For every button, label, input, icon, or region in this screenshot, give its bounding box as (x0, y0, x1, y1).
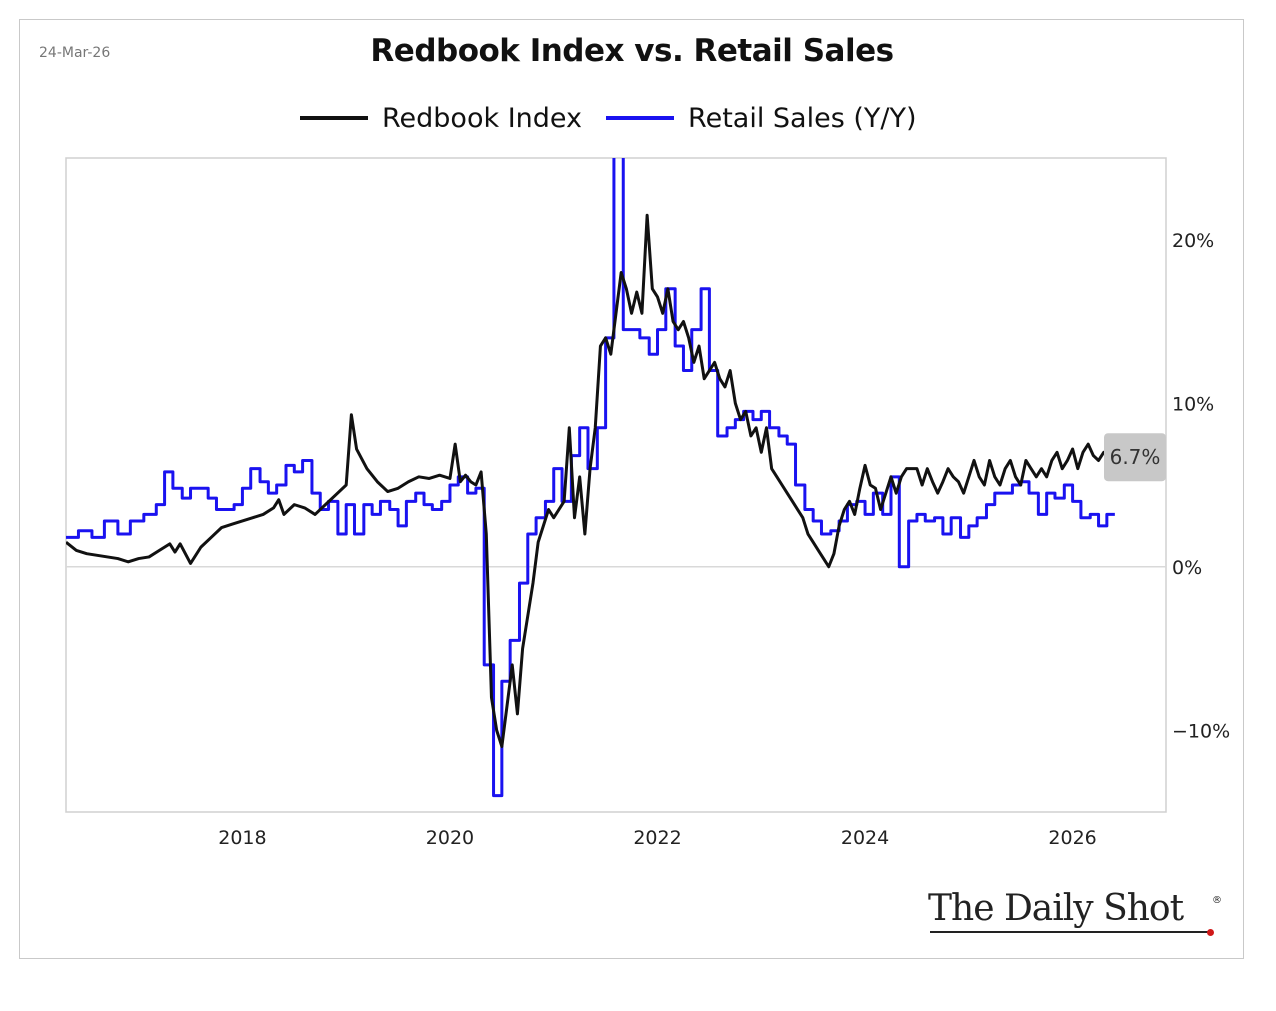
y-tick-label: 20% (1172, 230, 1214, 252)
series-retail-line (66, 158, 1115, 798)
legend-item-redbook: Redbook Index (300, 103, 582, 134)
date-label: 24-Mar-26 (39, 45, 111, 61)
x-tick-label: 2018 (218, 827, 266, 849)
logo-underline (930, 931, 1212, 933)
legend-swatch-redbook (300, 116, 368, 120)
chart-frame (19, 19, 1244, 959)
logo-dot (1207, 929, 1214, 936)
x-tick-label: 2020 (426, 827, 474, 849)
legend-item-retail: Retail Sales (Y/Y) (606, 102, 917, 134)
last-value-badge (1104, 433, 1166, 482)
series-redbook-line (66, 213, 1110, 749)
logo-text: The Daily Shot (928, 888, 1184, 929)
y-tick-label: 0% (1172, 557, 1202, 579)
legend-swatch-retail (606, 116, 675, 120)
last-value-label: 6.7% (1110, 445, 1161, 469)
x-tick-label: 2022 (633, 827, 681, 849)
x-tick-label: 2026 (1048, 827, 1096, 849)
legend: Redbook Index Retail Sales (Y/Y) (300, 98, 941, 138)
logo-registered-mark: ® (1212, 895, 1222, 906)
chart-title: Redbook Index vs. Retail Sales (370, 33, 894, 69)
legend-label-retail: Retail Sales (Y/Y) (688, 102, 917, 134)
y-tick-label: 10% (1172, 393, 1214, 415)
y-tick-label: −10% (1172, 720, 1230, 742)
legend-label-redbook: Redbook Index (382, 102, 583, 134)
x-tick-label: 2024 (841, 827, 889, 849)
plot-area-border (65, 157, 1167, 813)
